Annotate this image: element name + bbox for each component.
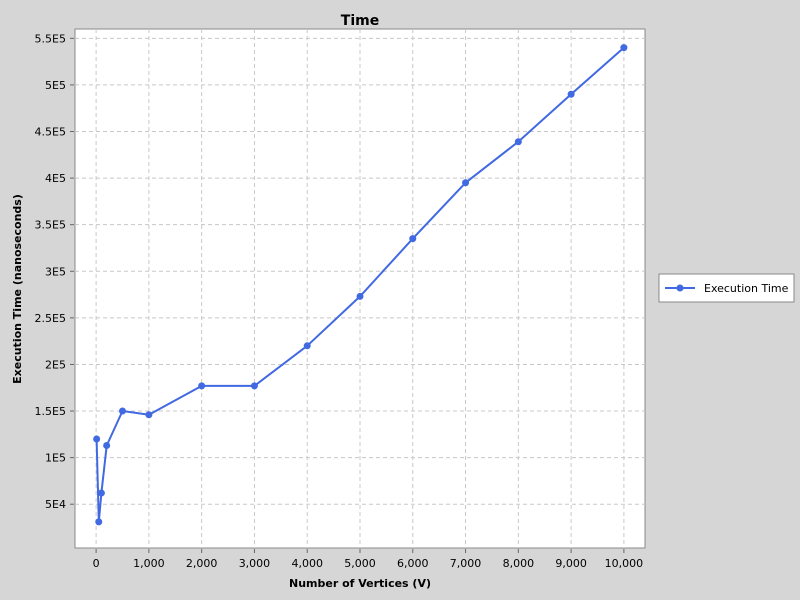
x-tick-label: 4,000: [291, 557, 323, 570]
x-tick-label: 2,000: [186, 557, 218, 570]
legend: Execution Time: [658, 273, 795, 303]
data-point: [97, 489, 105, 497]
legend-marker-icon: [676, 284, 684, 292]
data-point: [514, 138, 522, 146]
data-point: [93, 435, 101, 443]
x-tick-label: 10,000: [605, 557, 644, 570]
data-point: [620, 44, 628, 52]
y-tick-label: 2E5: [45, 358, 66, 371]
axes: 0 1,000 2,000 3,000 4,000 5,000 6,000 7,000 8,00…: [35, 32, 644, 570]
x-tick-label: 1,000: [133, 557, 165, 570]
data-point: [95, 518, 103, 526]
data-point: [250, 382, 258, 390]
legend-label: Execution Time: [704, 282, 789, 295]
series-layer: [93, 44, 628, 526]
x-tick-label: 6,000: [397, 557, 429, 570]
x-tick-label: 5,000: [344, 557, 376, 570]
y-tick-label: 5.5E5: [35, 32, 66, 45]
data-point: [303, 342, 311, 350]
y-tick-label: 1.5E5: [35, 405, 66, 418]
x-tick-label: 7,000: [450, 557, 482, 570]
data-point: [409, 235, 417, 243]
data-point: [103, 442, 111, 450]
y-tick-label: 3E5: [45, 265, 66, 278]
y-tick-label: 4.5E5: [35, 125, 66, 138]
x-tick-label: 0: [93, 557, 100, 570]
data-point: [119, 407, 126, 415]
y-tick-label: 4E5: [45, 172, 66, 185]
x-tick-label: 9,000: [555, 557, 587, 570]
chart-title: Time: [341, 13, 379, 29]
y-tick-label: 5E4: [45, 498, 66, 511]
y-tick-label: 5E5: [45, 79, 66, 92]
y-tick-label: 3.5E5: [35, 219, 66, 232]
data-point: [145, 411, 153, 419]
data-point: [198, 382, 206, 390]
grid: [75, 29, 645, 548]
data-point: [462, 179, 470, 187]
y-tick-label: 1E5: [45, 452, 66, 465]
x-axis-label: Number of Vertices (V): [289, 577, 431, 590]
y-tick-label: 2.5E5: [35, 312, 66, 325]
x-tick-label: 3,000: [239, 557, 271, 570]
data-point: [567, 90, 575, 98]
y-axis-label: Execution Time (nanoseconds): [11, 194, 24, 384]
x-tick-label: 8,000: [503, 557, 535, 570]
data-point: [356, 292, 364, 300]
